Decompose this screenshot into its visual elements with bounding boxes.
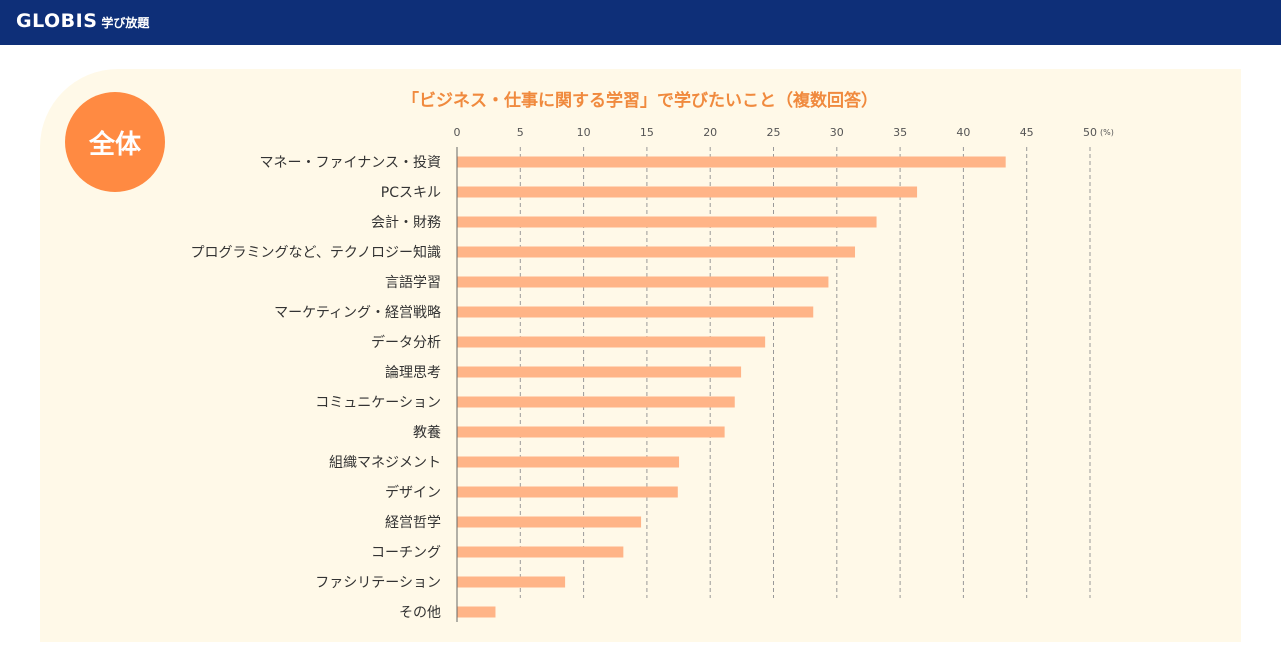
category-label: デザイン	[385, 484, 441, 501]
logo-main-text: GLOBIS	[16, 10, 98, 32]
category-label: 論理思考	[385, 365, 441, 381]
segment-badge: 全体	[65, 92, 165, 192]
category-label: マーケティング・経営戦略	[274, 305, 441, 321]
x-tick-label: 35	[893, 126, 907, 139]
category-label: コーチング	[371, 545, 441, 561]
x-tick-label: 10	[577, 126, 591, 139]
bar	[457, 186, 918, 198]
bar	[457, 246, 856, 258]
header-bar: GLOBIS 学び放題	[0, 0, 1281, 45]
bar	[457, 606, 496, 618]
bar	[457, 216, 877, 228]
logo-sub-text: 学び放題	[101, 16, 150, 30]
bar	[457, 426, 725, 438]
x-tick-label: 25	[767, 126, 781, 139]
x-tick-label: 40	[956, 126, 970, 139]
bar	[457, 546, 624, 558]
bar	[457, 396, 735, 408]
category-label: マネー・ファイナンス・投資	[260, 155, 441, 171]
bar	[457, 576, 566, 588]
category-label: 経営哲学	[385, 515, 441, 531]
x-tick-label: 45	[1020, 126, 1034, 139]
x-tick-label: 15	[640, 126, 654, 139]
category-label: その他	[399, 605, 441, 621]
x-tick-label: 30	[830, 126, 844, 139]
category-label: ファシリテーション	[315, 575, 441, 591]
bar	[457, 276, 829, 288]
unit-label: (%)	[1100, 128, 1114, 137]
x-tick-label: 20	[703, 126, 717, 139]
bar	[457, 306, 814, 318]
category-label: PCスキル	[381, 185, 441, 201]
category-label: プログラミングなど、テクノロジー知識	[191, 244, 441, 261]
bar	[457, 336, 766, 348]
category-label: 会計・財務	[371, 215, 441, 231]
chart-title: 「ビジネス・仕事に関する学習」で学びたいこと（複数回答）	[402, 91, 878, 111]
x-tick-label: 50	[1083, 126, 1097, 139]
category-label: 教養	[413, 424, 441, 441]
x-tick-label: 0	[454, 126, 461, 139]
category-label: コミュニケーション	[315, 395, 441, 411]
bar	[457, 516, 642, 528]
bar	[457, 456, 680, 468]
bar	[457, 486, 678, 498]
bar	[457, 156, 1006, 168]
category-label: データ分析	[371, 334, 441, 351]
globis-logo[interactable]: GLOBIS 学び放題	[16, 10, 149, 34]
bar	[457, 366, 742, 378]
category-label: 組織マネジメント	[329, 455, 441, 471]
x-tick-label: 5	[517, 126, 524, 139]
category-label: 言語学習	[385, 275, 441, 291]
